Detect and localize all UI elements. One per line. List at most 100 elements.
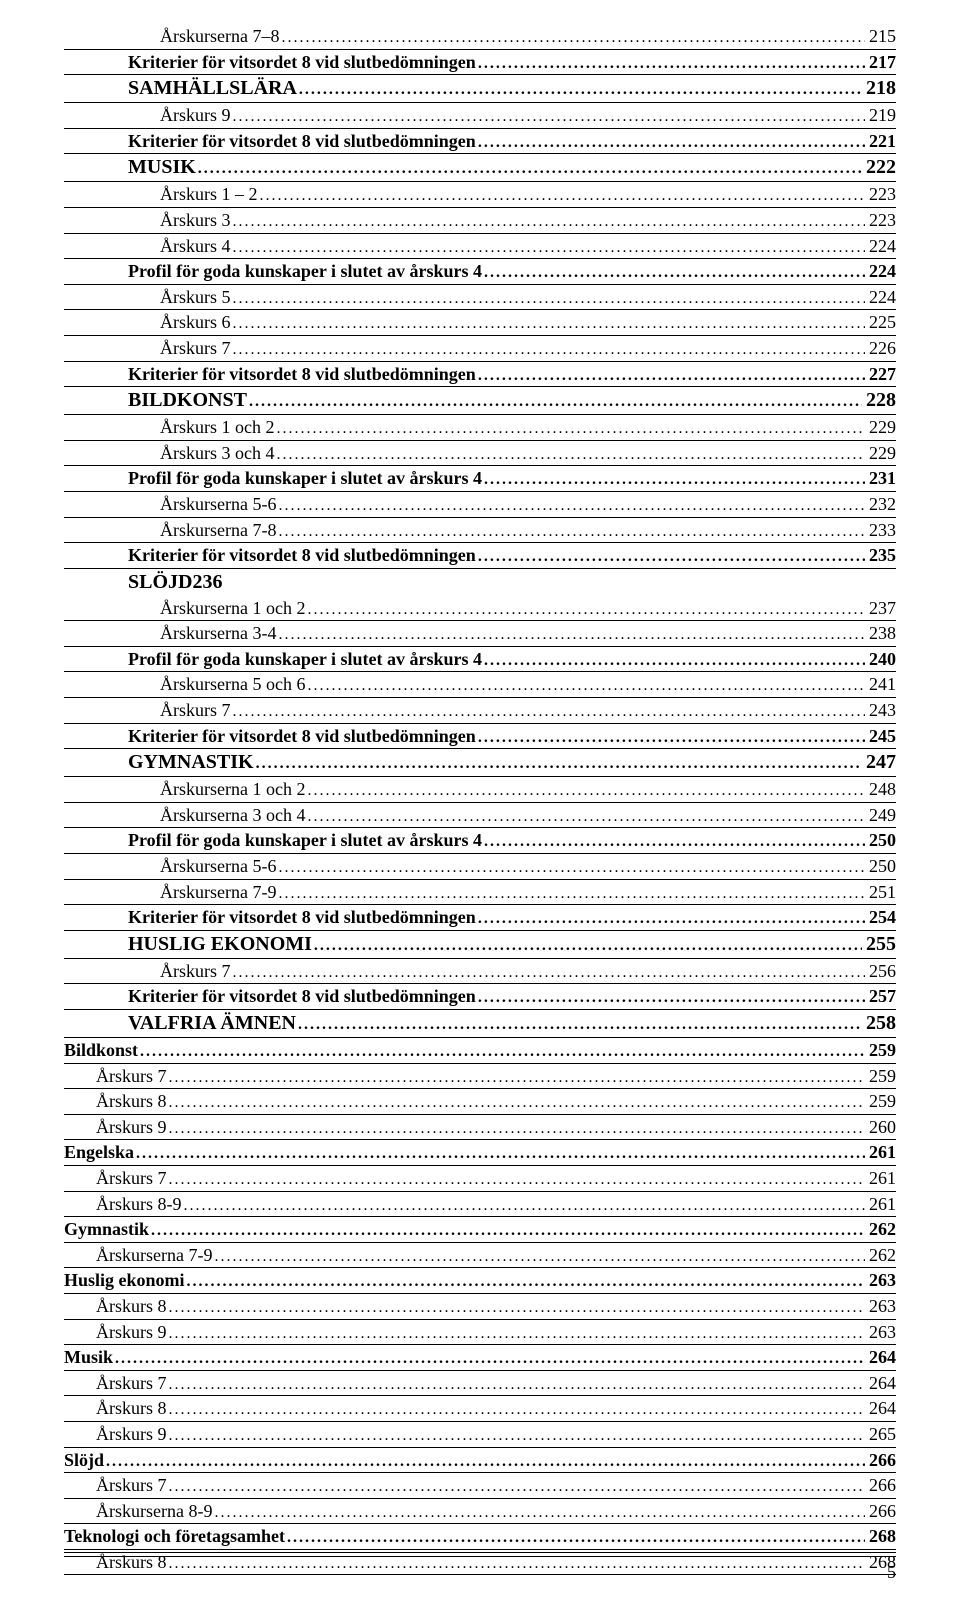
toc-page: 241 xyxy=(865,672,896,696)
toc-leader xyxy=(106,1451,865,1473)
toc-leader xyxy=(484,469,865,491)
toc-label: Årskurs 7 xyxy=(96,1064,169,1088)
toc-label: Kriterier för vitsordet 8 vid slutbedömn… xyxy=(128,724,478,748)
toc-page: 248 xyxy=(865,777,896,801)
toc-label: Årskurserna 5-6 xyxy=(160,492,278,516)
toc-label: Årskurs 3 xyxy=(160,208,233,232)
toc-row: Teknologi och företagsamhet268 xyxy=(64,1524,896,1550)
toc-page: 224 xyxy=(865,285,896,309)
toc-leader xyxy=(169,1323,866,1345)
toc-row: Årskurs 7266 xyxy=(64,1473,896,1499)
toc-page: 259 xyxy=(865,1038,896,1062)
toc-row: SAMHÄLLSLÄRA218 xyxy=(64,75,896,103)
toc-label: GYMNASTIK xyxy=(128,749,256,776)
toc-label: Kriterier för vitsordet 8 vid slutbedömn… xyxy=(128,905,478,929)
toc-label: Profil för goda kunskaper i slutet av år… xyxy=(128,828,484,852)
toc-page: 261 xyxy=(865,1166,896,1190)
toc-label: Årskurs 8-9 xyxy=(96,1192,184,1216)
toc-label: MUSIK xyxy=(128,154,198,181)
toc-page: 243 xyxy=(865,698,896,722)
toc-page: 259 xyxy=(865,1064,896,1088)
toc-leader xyxy=(233,288,866,310)
toc-leader xyxy=(187,1271,865,1293)
toc-label: Gymnastik xyxy=(64,1217,151,1241)
toc-label: Årskurs 3 och 4 xyxy=(160,441,277,465)
toc-row: HUSLIG EKONOMI 255 xyxy=(64,931,896,959)
toc-label: Årskurserna 7-9 xyxy=(160,880,278,904)
toc-leader xyxy=(277,444,866,466)
page-number: 5 xyxy=(887,1562,896,1583)
toc-label: Årskurs 7 xyxy=(96,1371,169,1395)
toc-label: Årskurs 9 xyxy=(96,1115,169,1139)
toc-row: Kriterier för vitsordet 8 vid slutbedömn… xyxy=(64,362,896,388)
toc-row: Profil för goda kunskaper i slutet av år… xyxy=(64,647,896,673)
toc-label: Årskurserna 8-9 xyxy=(96,1499,214,1523)
toc-label: Musik xyxy=(64,1345,115,1369)
toc-leader xyxy=(478,53,865,75)
toc-page: 261 xyxy=(865,1192,896,1216)
toc-label: Årskurserna 5 och 6 xyxy=(160,672,307,696)
toc-row: Årskurs 7261 xyxy=(64,1166,896,1192)
toc-page: 223 xyxy=(865,208,896,232)
toc-label: Bildkonst xyxy=(64,1038,140,1062)
toc-page: 232 xyxy=(865,492,896,516)
toc-row: Årskurs 7 226 xyxy=(64,336,896,362)
toc-leader xyxy=(140,1041,865,1063)
toc-row: Årskurs 9263 xyxy=(64,1320,896,1346)
toc-row: Årskurs 3 223 xyxy=(64,208,896,234)
toc-label: HUSLIG EKONOMI xyxy=(128,931,314,958)
toc-page: 262 xyxy=(865,1243,896,1267)
toc-leader xyxy=(233,313,866,335)
toc-label: Årskurs 8 xyxy=(96,1294,169,1318)
toc-row: Årskurs 7 259 xyxy=(64,1064,896,1090)
toc-label: SAMHÄLLSLÄRA xyxy=(128,75,299,102)
toc-label: Kriterier för vitsordet 8 vid slutbedömn… xyxy=(128,543,478,567)
toc-row: GYMNASTIK247 xyxy=(64,749,896,777)
toc-leader xyxy=(478,365,865,387)
toc-row: Årskurserna 3 och 4249 xyxy=(64,803,896,829)
toc-row: Profil för goda kunskaper i slutet av år… xyxy=(64,259,896,285)
toc-label: Teknologi och företagsamhet xyxy=(64,1524,287,1548)
toc-page: 266 xyxy=(865,1473,896,1497)
toc-label: Årskurs 9 xyxy=(96,1320,169,1344)
toc-leader xyxy=(278,495,865,517)
toc-row: Årskurs 8-9 261 xyxy=(64,1192,896,1218)
toc-row: Årskurserna 1 och 2248 xyxy=(64,777,896,803)
footer-rule xyxy=(64,1552,896,1553)
page: Årskurserna 7–8215Kriterier för vitsorde… xyxy=(0,0,960,1615)
toc-row: Årskurs 3 och 4 229 xyxy=(64,441,896,467)
toc-row: Årskurserna 1 och 2237 xyxy=(64,596,896,622)
toc-page: 229 xyxy=(865,441,896,465)
toc-page: 264 xyxy=(865,1371,896,1395)
toc-page: 257 xyxy=(865,984,896,1008)
toc-page: 229 xyxy=(865,415,896,439)
toc-page: 266 xyxy=(865,1448,896,1472)
toc-label: Årskurserna 3-4 xyxy=(160,621,278,645)
toc-row: Kriterier för vitsordet 8 vid slutbedömn… xyxy=(64,543,896,569)
toc-page: 266 xyxy=(865,1499,896,1523)
toc-leader xyxy=(214,1246,865,1268)
toc-page: 250 xyxy=(865,828,896,852)
toc-page: 264 xyxy=(865,1345,896,1369)
toc-row: Slöjd266 xyxy=(64,1448,896,1474)
toc-row: Årskurs 9260 xyxy=(64,1115,896,1141)
toc-label: Årskurs 1 och 2 xyxy=(160,415,277,439)
toc-page: 226 xyxy=(865,336,896,360)
toc-leader xyxy=(233,962,866,984)
toc-leader xyxy=(169,1476,866,1498)
toc-leader xyxy=(478,987,865,1009)
toc-row: Årskurs 9265 xyxy=(64,1422,896,1448)
toc-label: Årskurserna 7-8 xyxy=(160,518,278,542)
toc-row: Årskurs 7256 xyxy=(64,959,896,985)
toc-page: 255 xyxy=(862,931,896,958)
toc-leader xyxy=(256,753,862,775)
toc-leader xyxy=(169,1169,866,1191)
toc-leader xyxy=(314,935,862,957)
toc-row: Kriterier för vitsordet 8 vid slutbedömn… xyxy=(64,984,896,1010)
toc-label: Årskurs 8 xyxy=(96,1550,169,1574)
toc-label: Årskurs 7 xyxy=(160,336,233,360)
toc-row: Årskurs 5224 xyxy=(64,285,896,311)
toc-row: Musik 264 xyxy=(64,1345,896,1371)
toc-page: 259 xyxy=(865,1089,896,1113)
toc-leader xyxy=(484,262,865,284)
